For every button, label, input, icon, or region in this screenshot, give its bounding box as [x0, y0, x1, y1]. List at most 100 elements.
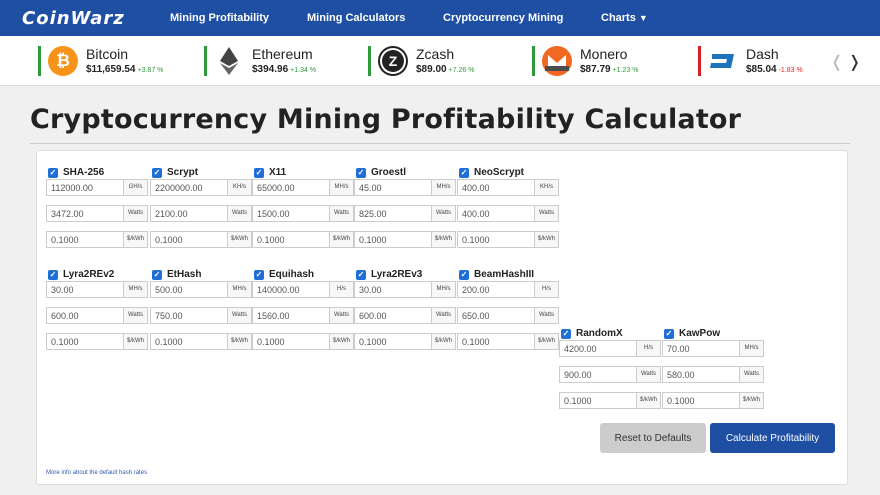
hashrate-input[interactable]: 2200000.00 KH/s	[150, 179, 252, 196]
field-unit: Watts	[534, 206, 558, 221]
power-input[interactable]: 750.00 Watts	[150, 307, 252, 324]
nav-cryptocurrency-mining[interactable]: Cryptocurrency Mining	[443, 12, 564, 24]
power-cost-input[interactable]: 0.1000 $/kWh	[457, 333, 559, 350]
field-value: 580.00	[667, 370, 695, 380]
trend-stripe	[38, 46, 41, 76]
algorithm-checkbox[interactable]: ✓	[356, 269, 366, 280]
field-value: 0.1000	[51, 337, 79, 347]
field-value: 0.1000	[257, 235, 285, 245]
field-unit: Watts	[227, 308, 251, 323]
field-value: 112000.00	[51, 183, 93, 193]
power-cost-input[interactable]: 0.1000 $/kWh	[354, 231, 456, 248]
algorithm-checkbox[interactable]: ✓	[459, 269, 469, 280]
power-cost-input[interactable]: 0.1000 $/kWh	[662, 392, 764, 409]
calculate-profitability-button[interactable]: Calculate Profitability	[710, 423, 835, 453]
coin-price-line: $11,659.54 +3.87 %	[86, 64, 163, 75]
field-value: 0.1000	[462, 235, 490, 245]
algorithm-checkbox[interactable]: ✓	[356, 167, 366, 178]
power-input[interactable]: 600.00 Watts	[46, 307, 148, 324]
bitcoin-icon: ₿	[48, 46, 78, 76]
field-unit: Watts	[534, 308, 558, 323]
power-cost-input[interactable]: 0.1000 $/kWh	[354, 333, 456, 350]
power-cost-input[interactable]: 0.1000 $/kWh	[150, 231, 252, 248]
hashrate-input[interactable]: 70.00 MH/s	[662, 340, 764, 357]
field-unit: $/kWh	[431, 334, 455, 349]
algorithm-name: SHA-256	[63, 167, 105, 178]
top-navbar: CoinWarz Mining Profitability Mining Cal…	[0, 0, 880, 36]
power-input[interactable]: 825.00 Watts	[354, 205, 456, 222]
hashrate-input[interactable]: 30.00 MH/s	[354, 281, 456, 298]
hashrate-input[interactable]: 65000.00 MH/s	[252, 179, 354, 196]
hashrate-input[interactable]: 4200.00 H/s	[559, 340, 661, 357]
power-cost-input[interactable]: 0.1000 $/kWh	[457, 231, 559, 248]
power-cost-input[interactable]: 0.1000 $/kWh	[46, 333, 148, 350]
power-cost-input[interactable]: 0.1000 $/kWh	[46, 231, 148, 248]
field-unit: MH/s	[123, 282, 147, 297]
power-input[interactable]: 650.00 Watts	[457, 307, 559, 324]
hashrate-input[interactable]: 500.00 MH/s	[150, 281, 252, 298]
power-input[interactable]: 400.00 Watts	[457, 205, 559, 222]
trend-stripe	[368, 46, 371, 76]
coin-ticker-ethereum[interactable]: Ethereum $394.96 +1.34 %	[204, 44, 364, 78]
power-cost-input[interactable]: 0.1000 $/kWh	[252, 231, 354, 248]
algorithm-header: ✓ BeamHashIII	[459, 269, 534, 280]
coin-name: Ethereum	[252, 46, 313, 62]
chevron-left-icon[interactable]: ❬	[830, 54, 844, 71]
algorithm-checkbox[interactable]: ✓	[152, 167, 162, 178]
power-input[interactable]: 1560.00 Watts	[252, 307, 354, 324]
power-cost-input[interactable]: 0.1000 $/kWh	[150, 333, 252, 350]
field-unit: Watts	[123, 308, 147, 323]
coin-change: +7.26 %	[448, 67, 475, 74]
algorithm-checkbox[interactable]: ✓	[254, 269, 264, 280]
hashrate-input[interactable]: 45.00 MH/s	[354, 179, 456, 196]
nav-mining-profitability[interactable]: Mining Profitability	[170, 12, 269, 24]
algorithm-header: ✓ Scrypt	[152, 167, 198, 178]
power-input[interactable]: 1500.00 Watts	[252, 205, 354, 222]
field-unit: Watts	[739, 367, 763, 382]
hashrate-input[interactable]: 200.00 H/s	[457, 281, 559, 298]
power-input[interactable]: 900.00 Watts	[559, 366, 661, 383]
field-value: 0.1000	[257, 337, 285, 347]
field-value: 750.00	[155, 311, 183, 321]
hashrate-input[interactable]: 400.00 KH/s	[457, 179, 559, 196]
coin-ticker-dash[interactable]: Dash $85.04 -1.83 %	[698, 44, 826, 78]
nav-mining-calculators[interactable]: Mining Calculators	[307, 12, 406, 24]
algorithm-checkbox[interactable]: ✓	[152, 269, 162, 280]
default-hashrates-info-link[interactable]: More info about the default hash rates	[46, 470, 148, 476]
dash-icon	[708, 46, 738, 76]
hashrate-input[interactable]: 140000.00 H/s	[252, 281, 354, 298]
coin-ticker-zcash[interactable]: Z Zcash $89.00 +7.26 %	[368, 44, 528, 78]
chevron-down-icon: ▼	[638, 13, 648, 23]
power-input[interactable]: 2100.00 Watts	[150, 205, 252, 222]
field-value: 30.00	[359, 285, 382, 295]
field-unit: H/s	[636, 341, 660, 356]
algorithm-checkbox[interactable]: ✓	[561, 328, 571, 339]
power-input[interactable]: 580.00 Watts	[662, 366, 764, 383]
field-value: 140000.00	[257, 285, 300, 295]
algorithm-header: ✓ KawPow	[664, 328, 720, 339]
power-input[interactable]: 600.00 Watts	[354, 307, 456, 324]
coin-name: Bitcoin	[86, 46, 129, 62]
power-cost-input[interactable]: 0.1000 $/kWh	[252, 333, 354, 350]
algorithm-checkbox[interactable]: ✓	[459, 167, 469, 178]
algorithm-checkbox[interactable]: ✓	[48, 269, 58, 280]
field-unit: H/s	[534, 282, 558, 297]
nav-charts-dropdown[interactable]: Charts ▼	[601, 12, 648, 24]
algorithm-name: Lyra2REv3	[371, 269, 423, 280]
algorithm-checkbox[interactable]: ✓	[254, 167, 264, 178]
power-cost-input[interactable]: 0.1000 $/kWh	[559, 392, 661, 409]
algorithm-checkbox[interactable]: ✓	[48, 167, 58, 178]
coin-ticker-monero[interactable]: Monero $87.79 +1.23 %	[532, 44, 692, 78]
reset-defaults-button[interactable]: Reset to Defaults	[600, 423, 706, 453]
chevron-right-icon[interactable]: ❭	[847, 54, 862, 71]
algorithm-name: NeoScrypt	[474, 167, 525, 178]
site-logo[interactable]: CoinWarz	[22, 8, 125, 29]
algorithm-checkbox[interactable]: ✓	[664, 328, 674, 339]
power-input[interactable]: 3472.00 Watts	[46, 205, 148, 222]
coin-ticker-bitcoin[interactable]: ₿ Bitcoin $11,659.54 +3.87 %	[38, 44, 198, 78]
field-value: 30.00	[51, 285, 74, 295]
hashrate-input[interactable]: 30.00 MH/s	[46, 281, 148, 298]
field-unit: GH/s	[123, 180, 147, 195]
hashrate-input[interactable]: 112000.00 GH/s	[46, 179, 148, 196]
field-value: 45.00	[359, 183, 382, 193]
